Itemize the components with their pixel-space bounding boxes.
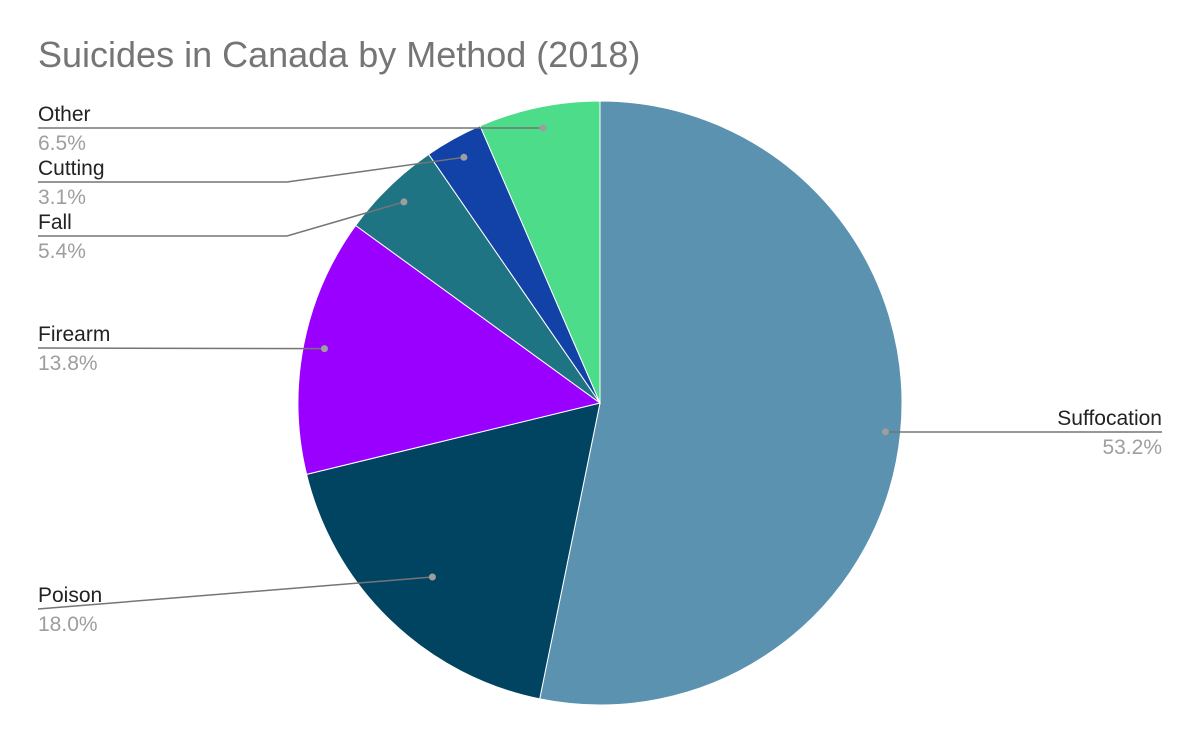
slice-percent-cutting: 3.1%: [38, 186, 86, 209]
leader-dot-suffocation: [881, 428, 889, 436]
slice-percent-other: 6.5%: [38, 132, 86, 155]
pie-labels: Suffocation 53.2% Poison 18.0% Firearm 13.8% F…: [37, 103, 1162, 636]
slice-other: [479, 100, 601, 404]
pie-slices: [297, 100, 903, 706]
leader-line-firearm: [37, 347, 325, 350]
slice-label-fall: Fall: [38, 211, 72, 234]
leader-dot-other: [539, 124, 547, 132]
slice-percent-poison: 18.0%: [38, 613, 98, 636]
leader-line-poison: [37, 576, 433, 610]
slice-label-firearm: Firearm: [38, 323, 110, 346]
chart-title: Suicides in Canada by Method (2018): [38, 34, 640, 75]
leader-dot-cutting: [460, 153, 468, 161]
leader-line-fall: [38, 201, 405, 237]
slice-percent-suffocation: 53.2%: [1102, 436, 1162, 459]
slice-label-cutting: Cutting: [38, 157, 105, 180]
leader-dot-fall: [400, 198, 408, 206]
slice-label-poison: Poison: [38, 584, 102, 607]
slice-suffocation: [539, 100, 903, 706]
slice-firearm: [297, 224, 602, 476]
leader-dot-poison: [428, 573, 436, 581]
leader-line-cutting: [38, 156, 465, 183]
slice-label-suffocation: Suffocation: [1057, 407, 1162, 430]
slice-percent-firearm: 13.8%: [38, 352, 98, 375]
leader-dot-firearm: [320, 345, 328, 353]
slice-percent-fall: 5.4%: [38, 240, 86, 263]
slice-poison: [305, 402, 601, 700]
slice-label-other: Other: [38, 103, 91, 126]
